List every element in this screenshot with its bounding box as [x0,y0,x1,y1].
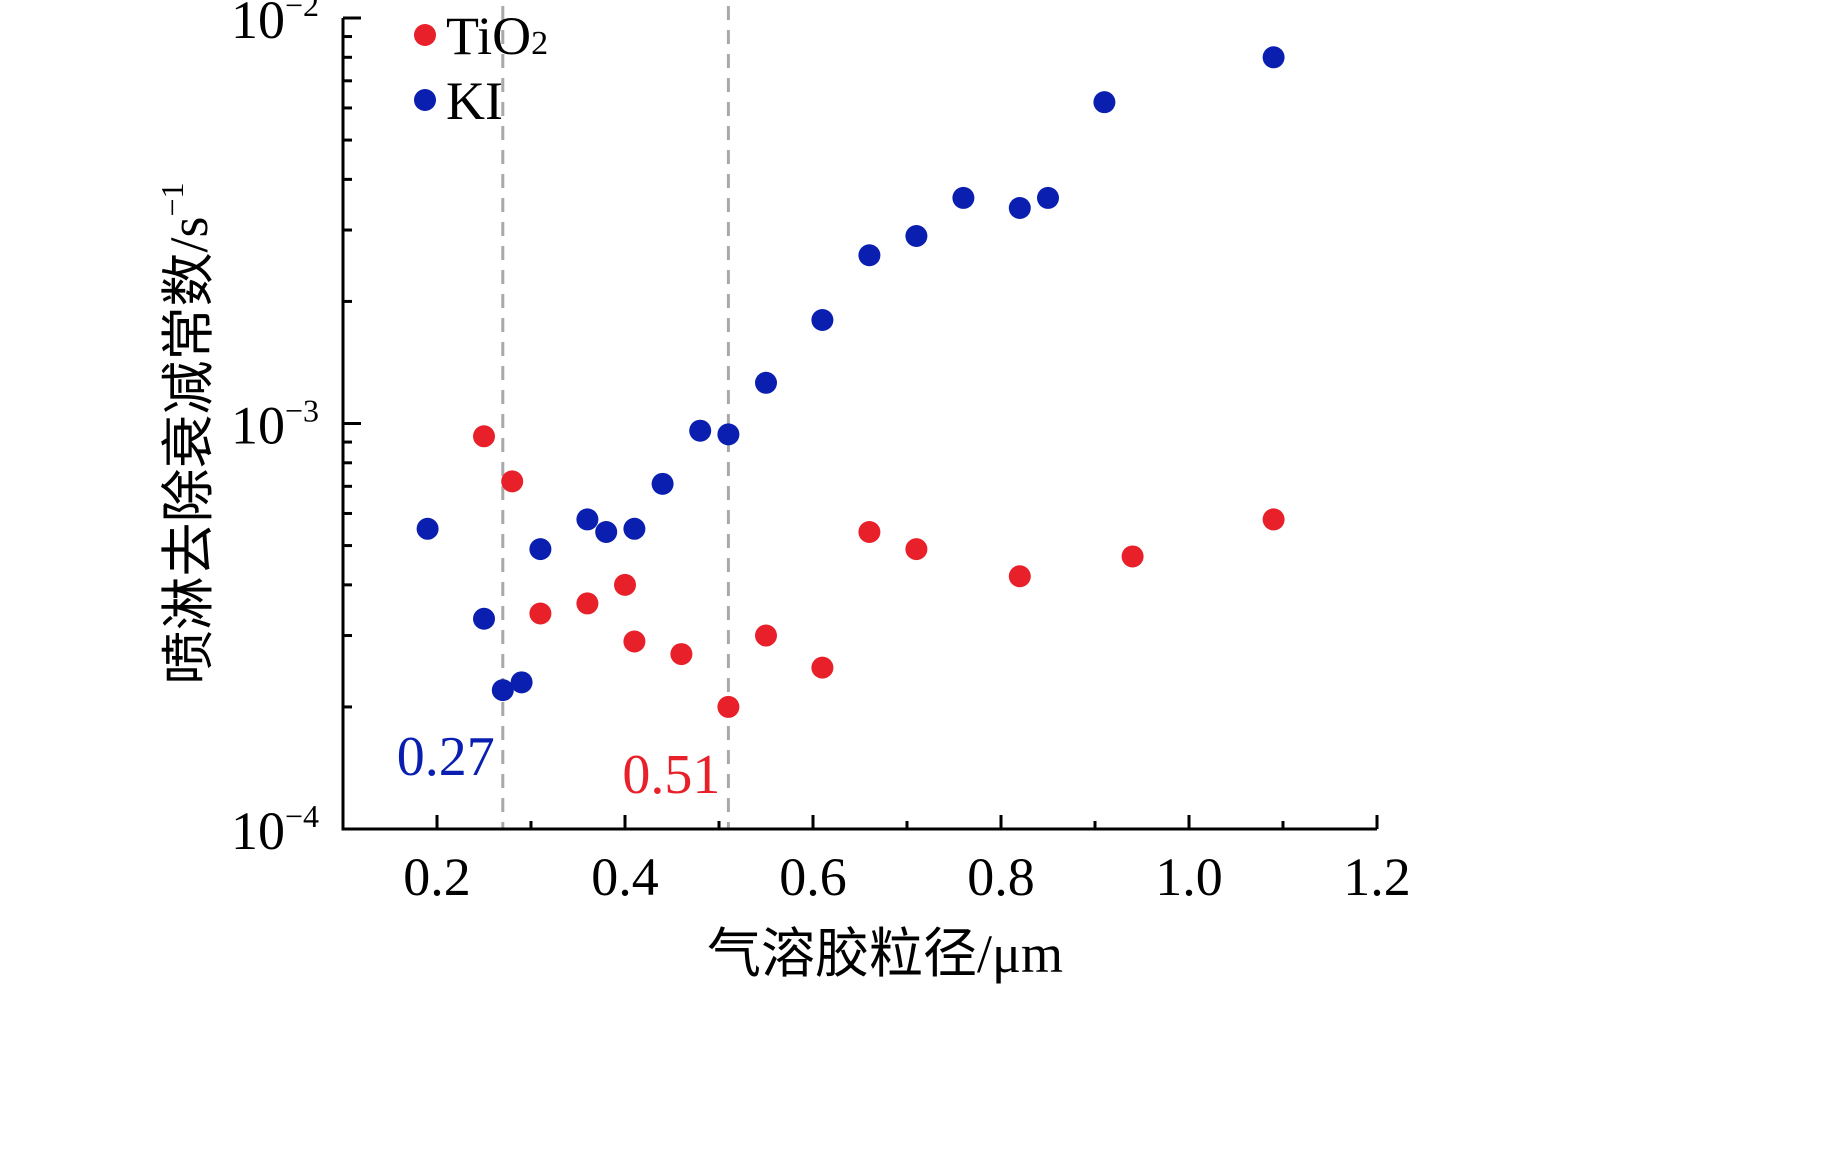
data-point [670,643,693,666]
data-point [473,607,495,630]
y-tick-label: 10−3 [231,393,319,456]
y-tick-label-exponent: −4 [285,798,319,834]
axes [341,18,1377,831]
y-tick-label-exponent: −2 [285,0,319,23]
data-point [491,679,514,702]
data-point [1262,46,1285,69]
y-axis-ticks: 10−410−310−2 [231,0,361,861]
annotations: 0.27 0.51 [397,726,721,806]
x-axis-title: 气溶胶粒径/μm [707,924,1063,984]
x-tick-label: 0.8 [967,847,1035,907]
data-point [651,472,674,495]
data-point [689,419,712,442]
data-point [623,630,646,653]
reference-lines [501,6,730,829]
y-axis-title-exponent: −1 [154,182,190,216]
y-tick-label-exponent: −3 [285,393,319,429]
data-point [717,695,740,718]
data-point [811,308,834,331]
x-tick-label: 0.4 [591,847,659,907]
data-point [1037,186,1059,209]
data-point [858,244,881,267]
legend-label-main: TiO [446,6,531,66]
y-tick-label-base: 10 [231,801,285,861]
legend-label: KI [446,71,503,131]
y-axis-title-main: 喷淋去除衰减常数/s [159,217,219,685]
legend-marker [414,89,436,111]
axis-frame [341,18,1377,831]
data-point [1121,545,1144,568]
data-point [717,423,740,446]
data-point [416,517,439,540]
data-point [614,573,636,596]
y-axis-title: 喷淋去除衰减常数/s−1 [154,182,219,684]
data-point [755,624,777,647]
data-point [1262,508,1285,531]
data-point [1093,91,1116,114]
data-point [473,425,495,448]
data-point [1008,196,1031,219]
data-points [416,46,1285,718]
data-point [755,371,777,394]
data-point [858,521,881,544]
data-point [529,538,552,561]
data-point [952,186,975,209]
y-tick-label-base: 10 [231,396,285,456]
data-point [1008,565,1031,588]
x-tick-label: 0.6 [779,847,847,907]
legend-label-main: KI [446,71,503,131]
legend-marker [414,24,436,46]
x-axis-ticks: 0.2 0.4 0.6 0.8 1.0 1.2 [341,815,1411,907]
data-point [595,521,618,544]
x-tick-label: 0.2 [403,847,471,907]
y-tick-label: 10−4 [231,798,319,861]
data-point [576,508,599,531]
x-tick-label: 1.2 [1343,847,1411,907]
data-point [510,671,533,694]
data-point [623,517,646,540]
data-point [905,224,928,247]
y-tick-label: 10−2 [231,0,319,50]
reference-line-label: 0.51 [622,744,720,806]
y-tick-label-base: 10 [231,0,285,50]
legend-label: TiO2 [446,6,548,66]
reference-line-label: 0.27 [397,726,495,788]
x-tick-label: 1.0 [1155,847,1223,907]
data-point [811,656,834,679]
data-point [576,592,599,615]
data-point [529,602,552,625]
data-point [501,470,524,493]
data-point [905,538,928,561]
legend-label-subscript: 2 [531,25,548,62]
